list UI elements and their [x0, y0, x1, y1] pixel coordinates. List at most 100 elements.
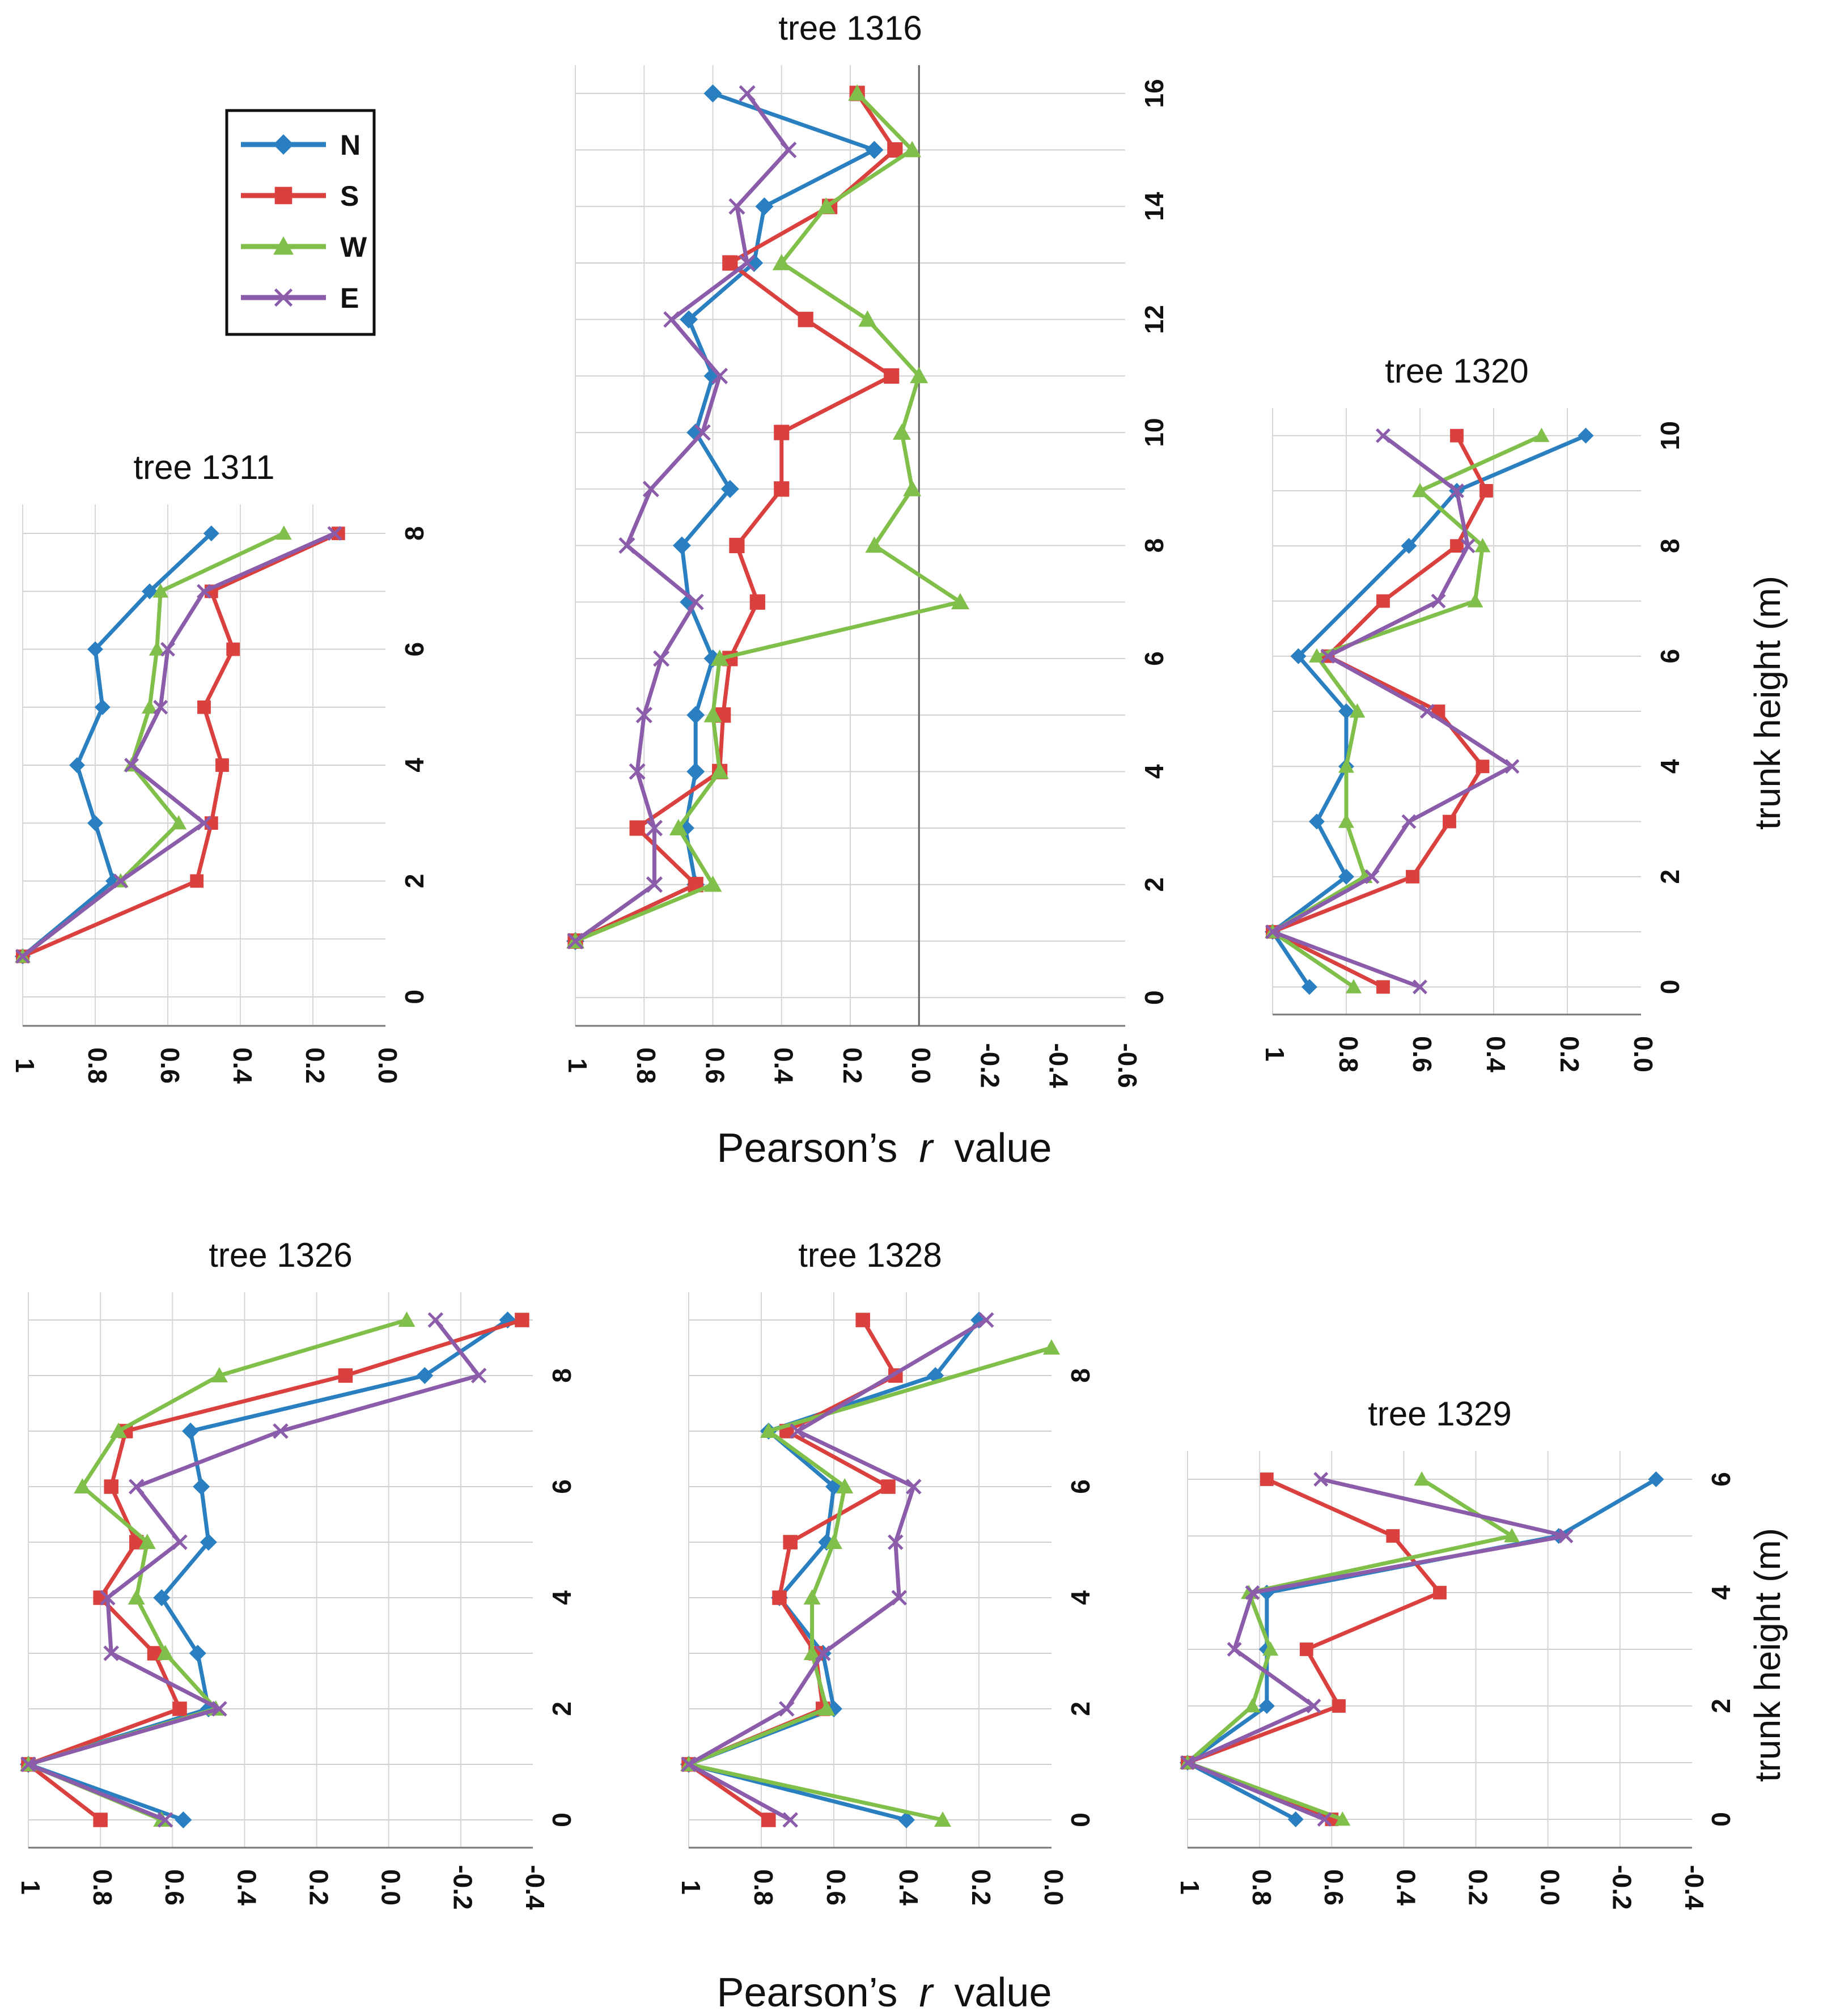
- data-point-E: [642, 481, 659, 498]
- data-point-E: [728, 198, 745, 215]
- x-tick-label: 0.2: [1463, 1869, 1493, 1905]
- x-tick-label: 0.0: [1536, 1869, 1565, 1905]
- data-point-S: [1476, 759, 1490, 774]
- data-point-E: [681, 1756, 697, 1772]
- x-tick-label: 1: [676, 1880, 706, 1895]
- legend-marker: [274, 186, 292, 205]
- data-point-S: [729, 537, 745, 554]
- data-point-W: [848, 84, 867, 101]
- x-tick-label: -0.2: [975, 1043, 1004, 1088]
- data-point-W: [951, 593, 969, 610]
- y-tick-label: 6: [1706, 1472, 1736, 1487]
- data-point-S: [855, 1313, 870, 1327]
- data-point-N: [1290, 648, 1307, 664]
- x-tick-label: 0.2: [300, 1047, 330, 1084]
- data-point-S: [1386, 1529, 1400, 1543]
- data-point-W: [210, 1367, 228, 1382]
- data-point-E: [687, 593, 704, 610]
- data-point-W: [152, 583, 169, 598]
- chart-panel: 1 0.8 0.6 0.4 0.2 0.0 -0.2 -0.4 0 2 4 6 tree 1329: [1175, 1395, 1736, 1910]
- x-tick-label: 0.6: [1407, 1036, 1437, 1072]
- y-tick-label: 10: [1655, 421, 1685, 450]
- y-tick-label: 0: [400, 990, 429, 1004]
- data-point-E: [1227, 1642, 1242, 1657]
- data-point-E: [157, 1812, 173, 1828]
- data-point-W: [74, 1478, 91, 1493]
- data-point-W: [818, 1700, 836, 1716]
- data-point-S: [774, 481, 790, 497]
- data-point-S: [1260, 1472, 1274, 1486]
- legend-item-W: W: [241, 231, 367, 263]
- data-point-N: [69, 757, 85, 773]
- series-line-S: [22, 531, 340, 958]
- data-point-E: [172, 1534, 188, 1550]
- x-tick-label: 0.8: [1247, 1869, 1277, 1905]
- x-tick-label: 0.8: [1334, 1036, 1363, 1072]
- data-point-S: [1299, 1642, 1313, 1656]
- data-point-E: [427, 1312, 444, 1328]
- legend-label: E: [340, 282, 359, 314]
- data-point-S: [1450, 428, 1464, 443]
- data-point-E: [906, 1479, 922, 1495]
- data-point-S: [338, 1368, 353, 1383]
- data-point-E: [780, 141, 797, 159]
- x-tick-label: 0.4: [894, 1869, 923, 1905]
- legend-item-N: N: [241, 129, 361, 161]
- y-axis-label-top: trunk height (m): [1747, 576, 1788, 830]
- y-tick-label: 12: [1139, 305, 1169, 334]
- x-tick-label: 0.0: [1039, 1869, 1069, 1905]
- data-point-E: [1265, 924, 1280, 940]
- data-point-E: [1364, 869, 1380, 884]
- data-point-E: [567, 932, 584, 950]
- data-point-W: [398, 1312, 416, 1327]
- data-point-N: [672, 536, 691, 555]
- data-point-S: [190, 874, 204, 888]
- data-point-W: [128, 1589, 145, 1605]
- y-tick-label: 16: [1139, 79, 1169, 108]
- data-point-N: [1578, 427, 1594, 444]
- data-point-E: [646, 820, 663, 837]
- x-tick-label: 0.0: [906, 1047, 936, 1084]
- y-tick-label: 4: [547, 1590, 576, 1605]
- data-point-E: [1320, 648, 1336, 664]
- x-tick-label: 0.4: [1481, 1036, 1511, 1072]
- chart-title: tree 1311: [133, 448, 274, 486]
- data-point-W: [803, 1645, 821, 1660]
- x-tick-label: 0.6: [155, 1047, 185, 1084]
- x-tick-label: 0.4: [1391, 1869, 1421, 1905]
- chart-panel: 1 0.8 0.6 0.4 0.2 0.0 0 2 4 6 8 tree 1311: [10, 448, 429, 1084]
- chart-panel: 1 0.8 0.6 0.4 0.2 0.0 0 2 4 6 8 10 tree 1320: [1260, 352, 1685, 1072]
- data-point-E: [100, 1590, 116, 1606]
- x-tick-label: 1: [1260, 1047, 1290, 1062]
- data-point-S: [226, 642, 240, 656]
- data-point-E: [1558, 1529, 1574, 1543]
- x-tick-label: 0.0: [376, 1869, 406, 1905]
- data-point-E: [15, 949, 30, 964]
- y-tick-label: 2: [1066, 1701, 1095, 1716]
- data-point-S: [1376, 594, 1390, 608]
- x-tick-label: 0.6: [821, 1869, 851, 1905]
- data-point-N: [686, 706, 705, 724]
- y-tick-label: 8: [1139, 538, 1169, 553]
- chart-title: tree 1328: [798, 1236, 942, 1274]
- data-point-E: [779, 1701, 795, 1717]
- data-point-E: [711, 367, 728, 384]
- data-point-S: [172, 1701, 187, 1716]
- data-point-W: [1043, 1339, 1060, 1355]
- x-tick-label: -0.4: [1044, 1043, 1074, 1088]
- data-point-W: [1412, 482, 1428, 498]
- series-line-E: [21, 531, 336, 958]
- data-point-N: [416, 1367, 434, 1384]
- x-tick-label: 0.4: [769, 1047, 799, 1084]
- data-point-S: [761, 1813, 776, 1827]
- legend-label: W: [340, 231, 367, 263]
- data-point-S: [629, 820, 645, 836]
- chart-title: tree 1326: [209, 1236, 353, 1274]
- data-point-E: [629, 763, 646, 780]
- legend-marker: [273, 236, 294, 255]
- data-point-S: [1376, 980, 1390, 994]
- data-point-W: [156, 1645, 174, 1660]
- data-point-N: [680, 310, 698, 329]
- data-point-S: [722, 255, 738, 271]
- x-tick-label: 0.8: [88, 1869, 117, 1905]
